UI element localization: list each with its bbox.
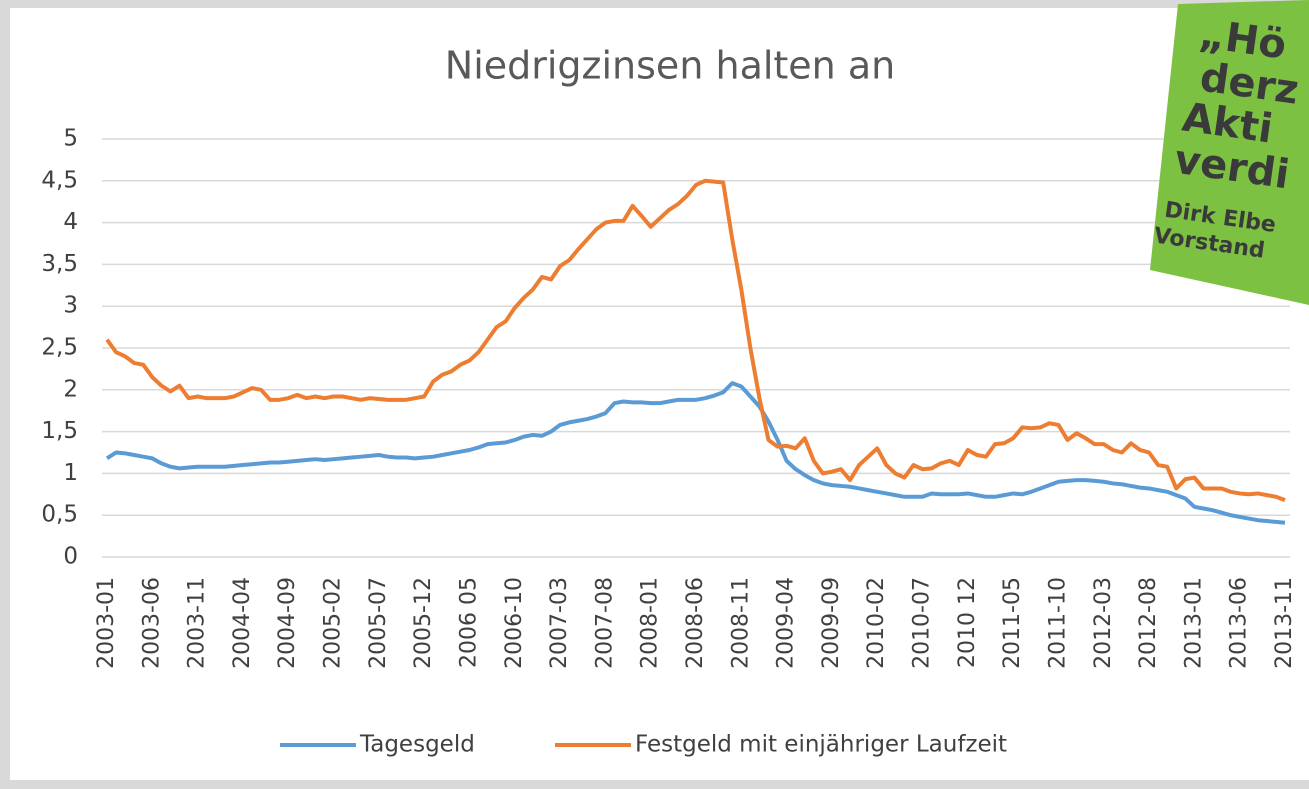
x-tick-label: 2012-08 [1136,577,1161,669]
x-tick-label: 2011-05 [1000,577,1025,669]
x-tick-label: 2010-07 [910,577,935,669]
y-tick-label: 2,5 [41,335,78,361]
x-tick-label: 2009-04 [774,577,799,669]
x-tick-label: 2008-11 [728,577,753,669]
x-tick-label: 2005-02 [321,577,346,669]
x-tick-label: 2010 12 [955,577,980,668]
y-tick-label: 3 [63,293,78,319]
x-tick-label: 2004-04 [230,577,255,669]
x-tick-label: 2009-09 [819,577,844,669]
x-tick-label: 2003-01 [94,577,119,669]
y-tick-label: 0 [63,544,78,570]
x-tick-label: 2004-09 [275,577,300,669]
x-tick-label: 2008-01 [638,577,663,669]
y-tick-label: 5 [63,126,78,152]
y-tick-label: 0,5 [41,502,78,528]
x-tick-label: 2013-01 [1181,577,1206,669]
x-tick-label: 2006 05 [456,577,481,668]
y-tick-label: 4 [63,209,78,235]
x-tick-label: 2011-10 [1045,577,1070,669]
y-tick-label: 3,5 [41,251,78,277]
x-tick-label: 2005-12 [411,577,436,669]
x-tick-label: 2012-03 [1091,577,1116,669]
x-tick-label: 2003-11 [185,577,210,669]
y-tick-label: 1 [63,460,78,486]
chart-title: Niedrigzinsen halten an [445,44,895,88]
x-tick-label: 2008-06 [683,577,708,669]
y-tick-label: 4,5 [41,167,78,193]
y-tick-label: 2 [63,376,78,402]
legend-label: Tagesgeld [359,732,475,758]
x-tick-label: 2007-03 [547,577,572,669]
chart-background [10,8,1309,780]
x-tick-label: 2003-06 [139,577,164,669]
x-tick-label: 2006-10 [502,577,527,669]
x-tick-label: 2007-08 [592,577,617,669]
legend-label: Festgeld mit einjähriger Laufzeit [635,732,1007,758]
sticker: „Hö derz Akti verdi Dirk Elbe Vorstand [1150,0,1309,305]
line-series [105,381,1286,525]
line-series [105,178,1286,503]
x-tick-label: 2005-07 [366,577,391,669]
sticker-background [1150,0,1309,305]
y-tick-label: 1,5 [41,418,78,444]
x-tick-label: 2013-11 [1272,577,1297,669]
x-tick-label: 2013-06 [1227,577,1252,669]
x-tick-label: 2010-02 [864,577,889,669]
